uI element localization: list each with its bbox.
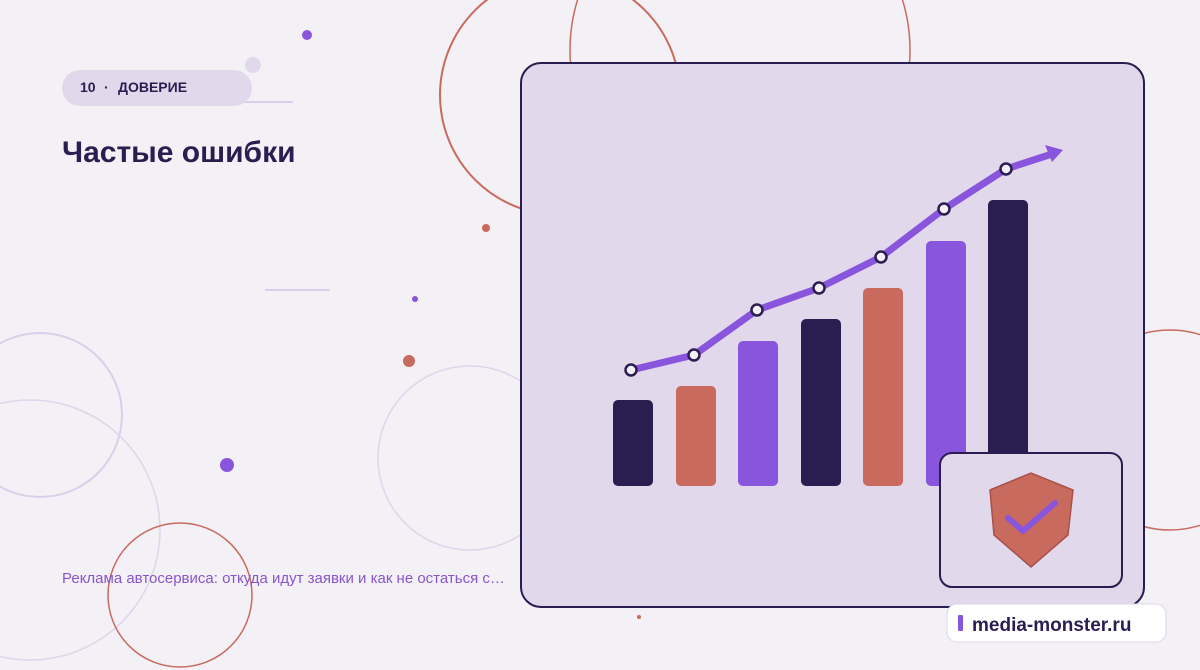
illustration-bar (738, 341, 778, 486)
illustration-bar (926, 241, 966, 486)
trend-point (812, 281, 826, 295)
checkmark (1005, 500, 1058, 534)
brand: media-monster.ru (972, 615, 1131, 636)
deco-dot (245, 57, 261, 73)
trend-point (624, 363, 638, 377)
trend-point (937, 202, 951, 216)
illustration (520, 62, 1145, 608)
illustration-bar (676, 386, 716, 486)
illustration-bar (863, 288, 903, 486)
deco-dot (637, 615, 641, 619)
deco-circle (0, 399, 161, 661)
subtitle: Реклама автосервиса: откуда идут заявки … (62, 570, 505, 587)
deco-dot (412, 296, 418, 302)
illustration-bar (613, 400, 653, 486)
trend-point (999, 162, 1013, 176)
badge-separator: · (104, 79, 109, 95)
badge-number: 10 (80, 79, 96, 95)
trend-points (624, 162, 1013, 377)
illustration-bar (801, 319, 841, 486)
trend-point (750, 303, 764, 317)
deco-circle (107, 522, 253, 668)
trend-point (687, 348, 701, 362)
title: Частые ошибки (62, 136, 296, 169)
trend-point (874, 250, 888, 264)
deco-dot (220, 458, 234, 472)
deco-dot (482, 224, 490, 232)
illustration-bar (988, 200, 1028, 486)
badge (62, 70, 252, 106)
trend-arrow (1045, 145, 1063, 162)
trend-line (630, 149, 1057, 374)
deco-circle (0, 332, 123, 498)
badge-label: ДОВЕРИЕ (118, 79, 187, 95)
deco-dot (302, 30, 312, 40)
brand-pill (946, 603, 1167, 643)
brand-marker (958, 615, 963, 631)
deco-dot (403, 355, 415, 367)
